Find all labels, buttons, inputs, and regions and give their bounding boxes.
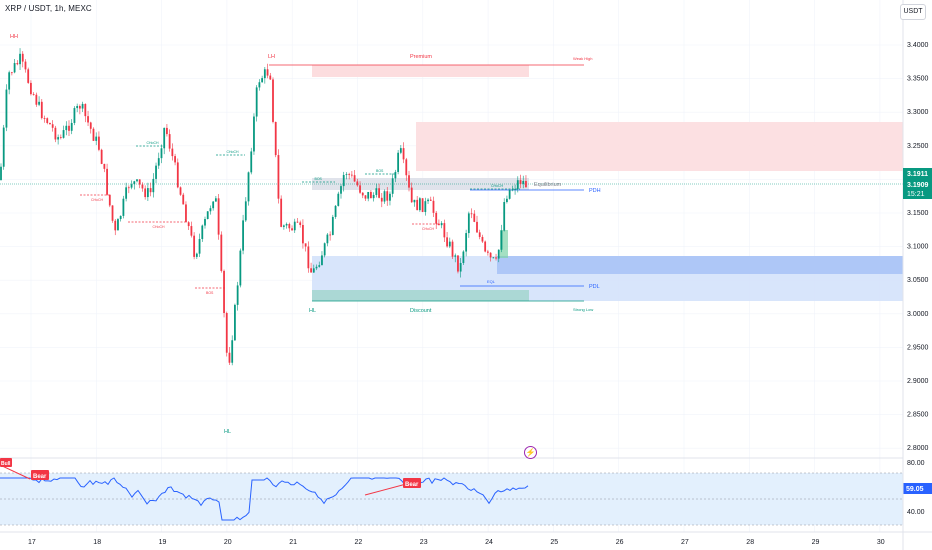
current-price: 3.1909 (907, 182, 929, 189)
equilibrium-label: Equilibrium (534, 182, 562, 188)
price-axis-label: 3.3000 (907, 109, 929, 116)
supply-zone (416, 122, 903, 171)
svg-text:CHoCH: CHoCH (227, 150, 240, 154)
price-axis-label: 2.9000 (907, 378, 929, 385)
svg-text:BOS: BOS (376, 169, 384, 173)
bear-divergence-line-2 (364, 482, 411, 496)
price-axis-label: 3.0500 (907, 277, 929, 284)
last-price: 3.1911 (907, 171, 928, 178)
lh-label: LH (268, 54, 275, 60)
hl-low-label: HL (224, 429, 231, 435)
strong-low-label: Strong Low (573, 307, 593, 312)
indicator-line (0, 477, 529, 521)
time-axis[interactable]: 17 18 19 20 21 22 23 24 25 26 27 28 29 30 (28, 539, 885, 546)
time-axis-label: 27 (681, 539, 689, 546)
bear-tag-1 (31, 470, 49, 480)
svg-text:BOS: BOS (315, 177, 323, 181)
time-axis-label: 19 (159, 539, 167, 546)
price-axis-label: 3.2500 (907, 143, 929, 150)
demand-zone (497, 256, 903, 274)
currency-button[interactable]: USDT (900, 4, 926, 20)
indicator-value: 59.05 (906, 486, 924, 493)
bull-fvg (500, 230, 508, 258)
last-price-tag (903, 168, 932, 179)
structure-lines (80, 145, 520, 289)
bull-tag (0, 458, 12, 467)
bear-tag-2-text: Bear (405, 482, 419, 488)
price-axis-label: 3.1000 (907, 244, 929, 251)
discount-label: Discount (410, 308, 432, 314)
time-axis-label: 28 (746, 539, 754, 546)
weak-high-label: Weak High (573, 56, 593, 61)
time-axis-label: 18 (93, 539, 101, 546)
bear-divergence-line-1 (0, 464, 31, 480)
bull-tag-text: Bull (1, 461, 11, 467)
time-axis-label: 21 (289, 539, 297, 546)
time-axis-label: 25 (550, 539, 558, 546)
hh-label: HH (10, 34, 18, 40)
price-axis-label: 3.0000 (907, 311, 929, 318)
premium-label: Premium (410, 54, 432, 60)
price-axis-label: 2.9500 (907, 344, 929, 351)
current-price-tag (903, 179, 932, 199)
eql-label: EQL (487, 279, 496, 284)
strong-low-zone (312, 290, 529, 301)
price-axis-label: 3.4000 (907, 42, 929, 49)
time-axis-label: 29 (812, 539, 820, 546)
svg-text:BOS: BOS (206, 291, 214, 295)
price-axis-label: 2.8000 (907, 445, 929, 452)
svg-text:CHoCH: CHoCH (147, 141, 160, 145)
time-axis-label: 30 (877, 539, 885, 546)
bear-tag-2 (403, 478, 421, 488)
price-axis[interactable]: 3.40003.35003.30003.25003.20003.15003.10… (907, 42, 929, 452)
svg-text:CHoCH: CHoCH (491, 184, 504, 188)
pdh-label: PDH (589, 188, 601, 194)
time-axis-label: 23 (420, 539, 428, 546)
svg-text:CHoCH: CHoCH (153, 225, 166, 229)
indicator-axis-80: 80.00 (907, 460, 925, 467)
svg-text:CHoCH: CHoCH (91, 198, 104, 202)
price-axis-label: 2.8500 (907, 412, 929, 419)
hl-mid-label: HL (309, 308, 316, 314)
time-axis-label: 22 (355, 539, 363, 546)
time-axis-label: 24 (485, 539, 493, 546)
svg-text:CHoCH: CHoCH (422, 227, 435, 231)
time-axis-label: 17 (28, 539, 36, 546)
time-axis-label: 20 (224, 539, 232, 546)
pdl-label: PDL (589, 284, 600, 290)
price-axis-label: 3.3500 (907, 76, 929, 83)
indicator-value-tag (903, 483, 932, 494)
indicator-axis-40: 40.00 (907, 509, 925, 516)
premium-zone (312, 65, 529, 77)
lightning-icon[interactable]: ⚡ (524, 446, 537, 459)
candles (0, 48, 527, 366)
countdown: 15:21 (907, 191, 925, 198)
price-axis-label: 3.1500 (907, 210, 929, 217)
bear-tag-1-text: Bear (33, 474, 47, 480)
indicator-band (0, 473, 903, 525)
symbol-title[interactable]: XRP / USDT, 1h, MEXC (5, 4, 92, 13)
time-axis-label: 26 (616, 539, 624, 546)
